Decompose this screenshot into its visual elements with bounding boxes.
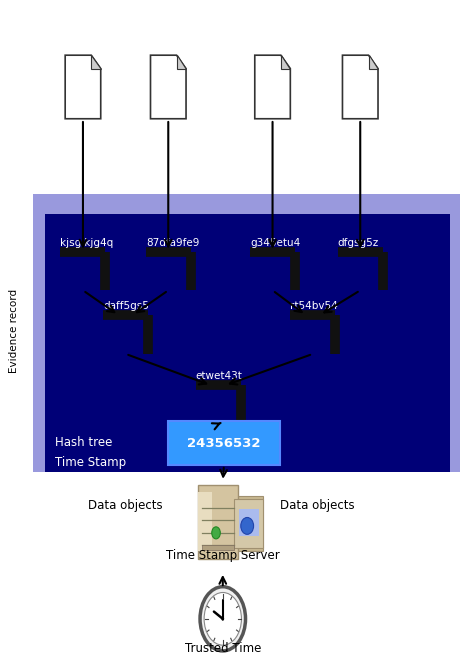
Text: kjsglkjg4q: kjsglkjg4q — [61, 237, 114, 248]
Polygon shape — [91, 56, 100, 68]
Text: etwet43t: etwet43t — [195, 371, 242, 381]
Polygon shape — [151, 56, 186, 118]
Bar — [238, 509, 259, 535]
Text: Hash tree: Hash tree — [55, 436, 112, 450]
Text: dfgsg5z: dfgsg5z — [337, 237, 379, 248]
Text: 87dfa9fe9: 87dfa9fe9 — [146, 237, 199, 248]
Bar — [45, 214, 450, 452]
Bar — [45, 411, 450, 472]
Text: 24356532: 24356532 — [187, 437, 261, 450]
Circle shape — [204, 593, 241, 645]
Polygon shape — [342, 56, 378, 118]
Bar — [232, 496, 263, 551]
Bar — [198, 485, 238, 559]
Circle shape — [200, 587, 246, 651]
Text: Evidence record: Evidence record — [9, 289, 19, 373]
Text: Data objects: Data objects — [280, 498, 355, 512]
Text: Data objects: Data objects — [88, 498, 163, 512]
Text: Time Stamp: Time Stamp — [55, 456, 126, 470]
Text: g345etu4: g345etu4 — [250, 237, 301, 248]
Text: rt54bv54: rt54bv54 — [290, 301, 338, 311]
Text: daff5gs5: daff5gs5 — [103, 301, 149, 311]
Polygon shape — [65, 56, 100, 118]
Polygon shape — [176, 56, 186, 68]
Ellipse shape — [241, 518, 254, 535]
Circle shape — [212, 527, 220, 539]
Bar — [168, 421, 280, 465]
Circle shape — [221, 617, 224, 621]
Text: Time Stamp Server: Time Stamp Server — [166, 549, 280, 562]
Polygon shape — [255, 56, 290, 118]
Polygon shape — [281, 56, 290, 68]
Bar — [33, 194, 460, 472]
Bar — [202, 545, 234, 550]
Polygon shape — [368, 56, 378, 68]
Bar — [234, 499, 263, 547]
Text: Trusted Time: Trusted Time — [184, 642, 261, 656]
Bar — [198, 492, 212, 551]
